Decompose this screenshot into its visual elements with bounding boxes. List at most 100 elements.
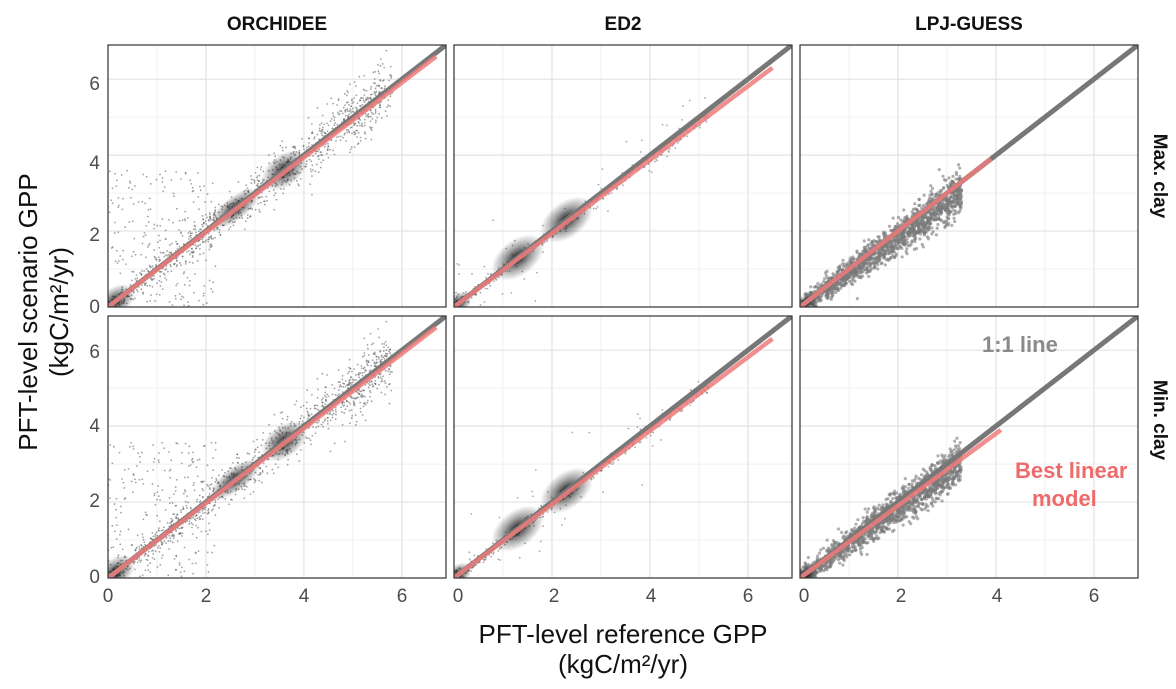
data-point xyxy=(368,354,370,356)
data-point xyxy=(191,457,194,460)
data-point xyxy=(204,506,207,509)
data-point xyxy=(218,231,221,234)
data-point xyxy=(351,414,354,417)
data-point xyxy=(915,207,919,212)
data-point xyxy=(123,498,126,501)
data-point xyxy=(259,472,262,475)
data-point xyxy=(669,148,671,150)
data-point xyxy=(256,179,259,182)
data-point xyxy=(315,150,318,153)
data-point xyxy=(286,415,289,418)
panel-plot-area xyxy=(108,316,446,578)
data-point xyxy=(217,474,220,477)
data-point xyxy=(377,70,380,73)
data-point xyxy=(150,294,152,296)
data-point xyxy=(162,272,165,275)
data-point xyxy=(170,524,173,526)
data-point xyxy=(315,421,318,424)
data-point xyxy=(252,456,255,459)
data-point xyxy=(250,178,253,181)
data-point xyxy=(192,251,195,254)
data-point xyxy=(356,363,359,366)
data-point xyxy=(621,184,624,187)
data-point xyxy=(911,224,915,229)
data-point xyxy=(159,224,162,227)
data-point xyxy=(188,230,191,233)
data-point xyxy=(875,240,880,244)
panel-plot-area xyxy=(800,45,1138,307)
data-point xyxy=(361,125,364,128)
data-point xyxy=(897,223,901,228)
data-point xyxy=(321,372,324,375)
data-point xyxy=(210,238,213,240)
data-point xyxy=(588,431,591,434)
data-point xyxy=(326,149,329,151)
data-point xyxy=(205,530,208,533)
data-point xyxy=(234,493,237,496)
data-point xyxy=(383,87,386,90)
data-point xyxy=(329,419,332,422)
data-point xyxy=(124,263,127,265)
data-point xyxy=(190,517,193,520)
data-point xyxy=(121,197,124,200)
data-point xyxy=(316,404,319,407)
data-point xyxy=(387,370,390,373)
data-point xyxy=(320,122,323,125)
data-point xyxy=(386,353,389,355)
data-point xyxy=(281,146,284,149)
data-point xyxy=(349,110,352,112)
data-point xyxy=(372,71,375,74)
data-point xyxy=(111,187,114,190)
data-point xyxy=(164,170,167,173)
data-point xyxy=(139,575,142,578)
data-point xyxy=(334,122,336,125)
data-point xyxy=(248,453,251,455)
data-point xyxy=(145,268,148,270)
data-point xyxy=(841,258,845,262)
data-point xyxy=(193,481,195,484)
data-point xyxy=(170,459,173,462)
data-point xyxy=(345,399,348,402)
data-point xyxy=(922,193,926,197)
data-point xyxy=(850,279,854,283)
data-point xyxy=(155,259,158,261)
data-point xyxy=(887,224,892,228)
data-point xyxy=(163,540,166,542)
data-point xyxy=(379,360,382,363)
data-point xyxy=(917,198,921,202)
data-point xyxy=(379,64,382,67)
data-point xyxy=(373,351,376,354)
data-point xyxy=(120,511,122,514)
data-point xyxy=(343,412,346,414)
data-point xyxy=(163,274,166,276)
data-point xyxy=(169,468,172,471)
data-point xyxy=(321,114,324,117)
data-point xyxy=(296,453,298,456)
data-point xyxy=(857,264,861,268)
data-point xyxy=(176,442,179,445)
data-point xyxy=(192,189,195,192)
data-point xyxy=(378,72,380,75)
data-point xyxy=(380,355,383,358)
data-point xyxy=(253,451,256,453)
data-point xyxy=(214,265,217,268)
data-point xyxy=(388,373,391,376)
data-point xyxy=(213,544,216,547)
data-point xyxy=(353,402,356,404)
data-point xyxy=(309,183,312,185)
data-point xyxy=(640,139,643,142)
data-point xyxy=(372,352,375,355)
data-point xyxy=(256,438,259,441)
data-point xyxy=(210,200,213,203)
data-point xyxy=(389,74,392,77)
data-point xyxy=(892,237,896,241)
data-point xyxy=(374,112,377,114)
data-point xyxy=(211,182,214,185)
data-point xyxy=(369,369,372,372)
data-point xyxy=(195,514,198,516)
data-point xyxy=(307,414,310,416)
data-point xyxy=(189,179,191,181)
data-point xyxy=(273,152,276,155)
data-point xyxy=(153,275,155,277)
data-point xyxy=(138,478,141,481)
